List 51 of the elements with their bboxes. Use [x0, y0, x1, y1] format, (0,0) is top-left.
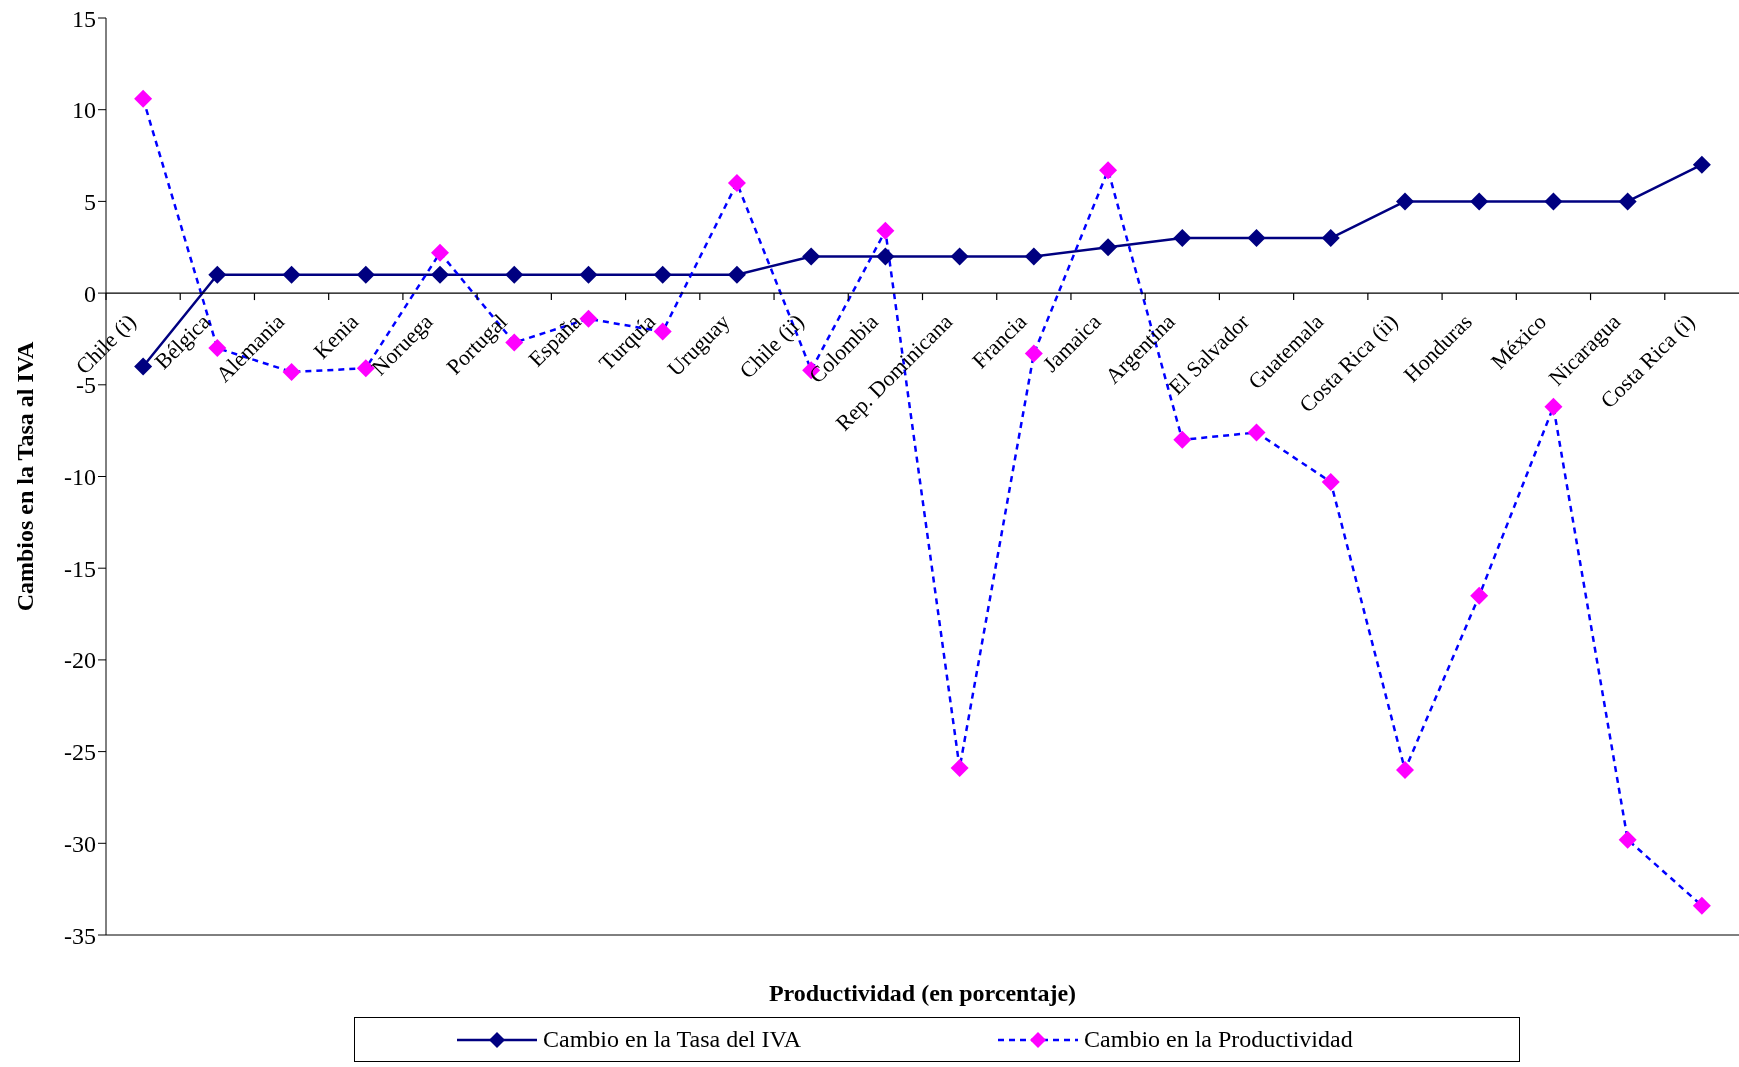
y-tick-label: -10 [64, 464, 96, 491]
y-tick-label: -20 [64, 647, 96, 674]
point [802, 247, 821, 266]
point [1692, 896, 1711, 915]
point [653, 265, 672, 284]
x-axis-title: Productividad (en porcentaje) [768, 980, 1077, 1006]
point [1618, 830, 1637, 849]
point [1173, 229, 1192, 248]
point [505, 265, 524, 284]
legend-label: Cambio en la Productividad [1084, 1026, 1353, 1053]
y-tick-label: -30 [64, 830, 96, 857]
point [727, 265, 746, 284]
x-tick-label: Chile (ii) [734, 308, 809, 384]
y-tick-label: -15 [64, 555, 96, 582]
point [431, 243, 450, 262]
point [1470, 586, 1489, 605]
y-tick-label: -25 [64, 739, 96, 766]
point [950, 247, 969, 266]
point [1247, 423, 1266, 442]
y-tick-label: 15 [72, 5, 96, 32]
point [1099, 161, 1118, 180]
point [876, 221, 895, 240]
point [1173, 430, 1192, 449]
point [1470, 192, 1489, 211]
point [1544, 397, 1563, 416]
point [1395, 760, 1414, 779]
point [134, 357, 153, 376]
point [727, 174, 746, 193]
point [950, 759, 969, 778]
y-axis-title: Cambios en la Tasa al IVA [11, 341, 38, 612]
point [1544, 192, 1563, 211]
point [1099, 238, 1118, 257]
legend-label: Cambio en la Tasa del IVA [543, 1026, 802, 1053]
point [876, 247, 895, 266]
point [1692, 155, 1711, 174]
y-tick-label: 0 [84, 280, 96, 307]
point [1395, 192, 1414, 211]
y-tick-label: 10 [72, 97, 96, 124]
point [579, 265, 598, 284]
point [134, 89, 153, 108]
point [1321, 229, 1340, 248]
point [282, 265, 301, 284]
point [1024, 247, 1043, 266]
point [1247, 229, 1266, 248]
point [1321, 473, 1340, 491]
point [356, 265, 375, 284]
y-tick-label: 5 [84, 188, 96, 215]
point [1618, 192, 1637, 211]
point [431, 265, 450, 284]
y-tick-label: -35 [64, 922, 96, 949]
point [208, 265, 227, 284]
